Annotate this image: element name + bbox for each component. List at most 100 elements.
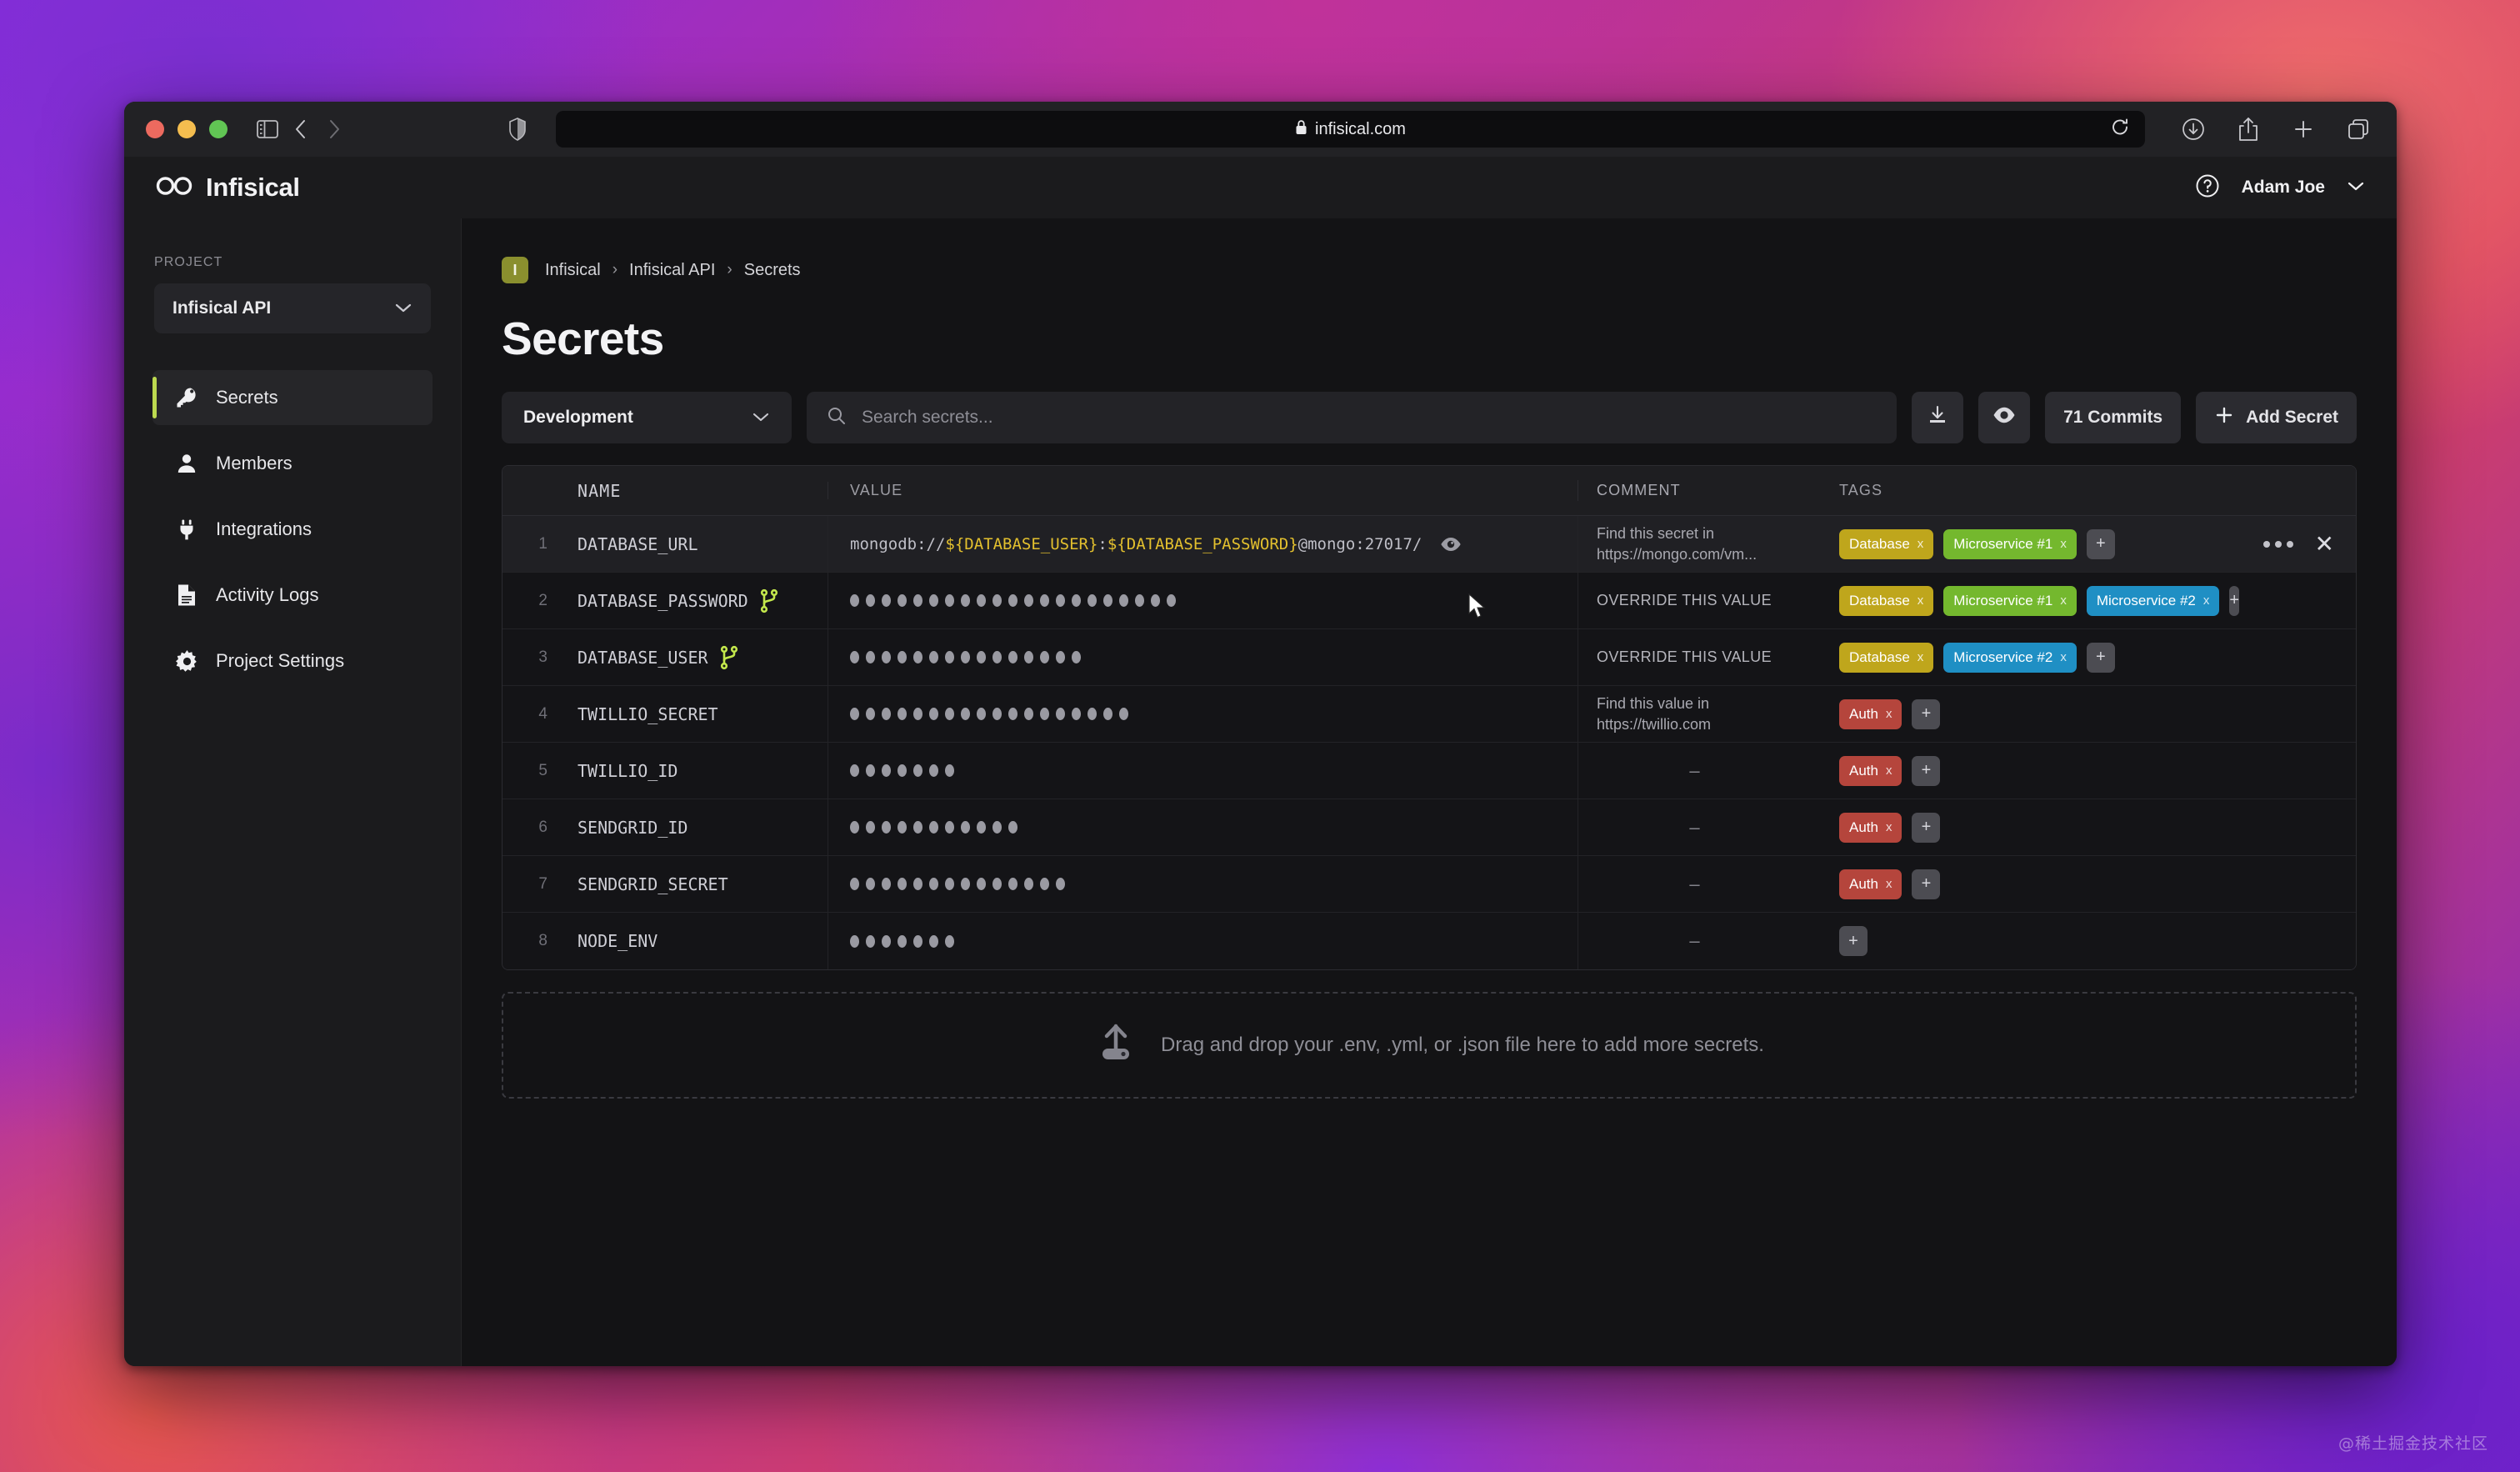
tag-remove-icon[interactable]: x — [1917, 650, 1924, 664]
environment-selector[interactable]: Development — [502, 392, 792, 443]
sidebar-item-secrets[interactable]: Secrets — [152, 370, 432, 425]
tag-remove-icon[interactable]: x — [1885, 820, 1892, 834]
shield-icon[interactable] — [501, 113, 534, 146]
secret-value-cell[interactable] — [828, 573, 1578, 628]
tag-remove-icon[interactable]: x — [2060, 593, 2067, 608]
secret-comment-cell[interactable]: – — [1578, 743, 1811, 799]
user-chevron-down-icon[interactable] — [2347, 180, 2365, 196]
sidebar-item-project-settings[interactable]: Project Settings — [152, 633, 432, 688]
tag-chip[interactable]: Auth x — [1839, 812, 1902, 843]
secret-value-cell[interactable]: mongodb://${DATABASE_USER}:${DATABASE_PA… — [828, 516, 1578, 572]
close-window-button[interactable] — [146, 120, 164, 138]
override-branch-icon[interactable] — [760, 588, 778, 613]
tag-remove-icon[interactable]: x — [2060, 537, 2067, 551]
masked-value[interactable] — [850, 934, 954, 948]
sidebar-item-integrations[interactable]: Integrations — [152, 502, 432, 557]
secret-comment-cell[interactable]: – — [1578, 856, 1811, 912]
masked-value[interactable] — [850, 764, 954, 777]
secret-comment-cell[interactable]: OVERRIDE THIS VALUE — [1578, 629, 1811, 685]
secret-name-cell[interactable]: TWILLIO_ID — [561, 743, 828, 799]
delete-row-icon[interactable]: ✕ — [2314, 530, 2334, 557]
secret-name-cell[interactable]: DATABASE_URL — [561, 516, 828, 572]
tag-chip[interactable]: Database x — [1839, 642, 1934, 673]
add-tag-button[interactable]: + — [2086, 642, 2115, 673]
secret-name-cell[interactable]: NODE_ENV — [561, 913, 828, 969]
table-row[interactable]: 4 TWILLIO_SECRET Find this value in https:… — [502, 686, 2356, 743]
reveal-values-button[interactable] — [1978, 392, 2031, 443]
tag-chip[interactable]: Auth x — [1839, 755, 1902, 786]
tag-remove-icon[interactable]: x — [1917, 593, 1924, 608]
secret-comment-cell[interactable]: Find this value in https://twillio.com — [1578, 686, 1811, 742]
table-row[interactable]: 7 SENDGRID_SECRET – Auth x + — [502, 856, 2356, 913]
secret-comment-cell[interactable]: OVERRIDE THIS VALUE — [1578, 573, 1811, 628]
add-tag-button[interactable]: + — [1912, 698, 1941, 729]
brand-logo[interactable]: Infisical — [156, 173, 300, 203]
search-input[interactable]: Search secrets... — [807, 392, 1898, 443]
table-row[interactable]: 2 DATABASE_PASSWORD OVERRIDE THIS VALUE Dat… — [502, 573, 2356, 629]
back-chevron-icon[interactable] — [284, 113, 318, 146]
add-tag-button[interactable]: + — [1839, 926, 1868, 956]
share-icon[interactable] — [2232, 113, 2265, 146]
masked-value[interactable] — [850, 708, 1128, 720]
secret-value-cell[interactable] — [828, 743, 1578, 799]
commits-button[interactable]: 71 Commits — [2045, 392, 2182, 443]
secret-name-cell[interactable]: DATABASE_PASSWORD — [561, 573, 828, 628]
tag-remove-icon[interactable]: x — [1885, 877, 1892, 891]
tag-remove-icon[interactable]: x — [2202, 593, 2210, 608]
tag-remove-icon[interactable]: x — [2060, 650, 2067, 664]
sidebar-item-members[interactable]: Members — [152, 436, 432, 491]
tag-remove-icon[interactable]: x — [1885, 764, 1892, 778]
breadcrumb-item-project[interactable]: Infisical API — [629, 260, 716, 279]
tag-chip[interactable]: Microservice #1 x — [1943, 585, 2077, 616]
tab-overview-icon[interactable] — [2342, 113, 2375, 146]
add-tag-button[interactable]: + — [1912, 812, 1941, 843]
override-branch-icon[interactable] — [720, 645, 738, 670]
secret-value-cell[interactable] — [828, 799, 1578, 855]
help-circle-icon[interactable] — [2195, 173, 2220, 203]
add-secret-button[interactable]: Add Secret — [2196, 392, 2357, 443]
secret-name-cell[interactable]: SENDGRID_ID — [561, 799, 828, 855]
table-row[interactable]: 5 TWILLIO_ID – Auth x + — [502, 743, 2356, 799]
user-name[interactable]: Adam Joe — [2241, 178, 2325, 197]
secret-value-cell[interactable] — [828, 856, 1578, 912]
tag-chip[interactable]: Database x — [1839, 585, 1934, 616]
table-row[interactable]: 1 DATABASE_URL mongodb://${DATABASE_USER}:… — [502, 516, 2356, 573]
masked-value[interactable] — [850, 651, 1081, 663]
tag-remove-icon[interactable]: x — [1917, 537, 1924, 551]
secret-comment-cell[interactable]: Find this secret in https://mongo.com/vm… — [1578, 516, 1811, 572]
secret-name-cell[interactable]: SENDGRID_SECRET — [561, 856, 828, 912]
add-tag-button[interactable]: + — [1912, 755, 1941, 786]
row-more-options-icon[interactable] — [2262, 540, 2293, 548]
breadcrumb-item-secrets[interactable]: Secrets — [743, 260, 801, 279]
masked-value[interactable] — [850, 821, 1018, 834]
secret-value-cell[interactable] — [828, 686, 1578, 742]
tag-chip[interactable]: Auth x — [1839, 869, 1902, 899]
sidebar-item-activity-logs[interactable]: Activity Logs — [152, 568, 432, 623]
tag-chip[interactable]: Database x — [1839, 528, 1934, 559]
forward-chevron-icon[interactable] — [318, 113, 351, 146]
tag-chip[interactable]: Microservice #2 x — [2086, 585, 2220, 616]
downloads-icon[interactable] — [2177, 113, 2210, 146]
table-row[interactable]: 6 SENDGRID_ID – Auth x + — [502, 799, 2356, 856]
tag-chip[interactable]: Microservice #2 x — [1943, 642, 2077, 673]
secret-name-cell[interactable]: TWILLIO_SECRET — [561, 686, 828, 742]
download-button[interactable] — [1912, 392, 1964, 443]
tag-chip[interactable]: Microservice #1 x — [1943, 528, 2077, 559]
file-dropzone[interactable]: Drag and drop your .env, .yml, or .json … — [502, 992, 2357, 1099]
table-row[interactable]: 8 NODE_ENV – + — [502, 913, 2356, 969]
secret-comment-cell[interactable]: – — [1578, 799, 1811, 855]
url-bar[interactable]: infisical.com — [556, 111, 2145, 148]
masked-value[interactable] — [850, 878, 1065, 890]
tag-remove-icon[interactable]: x — [1885, 707, 1892, 721]
breadcrumb-item-infisical[interactable]: Infisical — [545, 260, 601, 279]
maximize-window-button[interactable] — [209, 120, 228, 138]
secret-value-text[interactable]: mongodb://${DATABASE_USER}:${DATABASE_PA… — [850, 534, 1422, 553]
add-tag-button[interactable]: + — [1912, 869, 1941, 899]
project-selector[interactable]: Infisical API — [154, 283, 431, 333]
secret-value-cell[interactable] — [828, 629, 1578, 685]
table-row[interactable]: 3 DATABASE_USER OVERRIDE THIS VALUE Databas… — [502, 629, 2356, 686]
masked-value[interactable] — [850, 594, 1176, 607]
reload-icon[interactable] — [2110, 118, 2130, 142]
reveal-secret-eye-icon[interactable] — [1440, 536, 1462, 553]
minimize-window-button[interactable] — [178, 120, 196, 138]
